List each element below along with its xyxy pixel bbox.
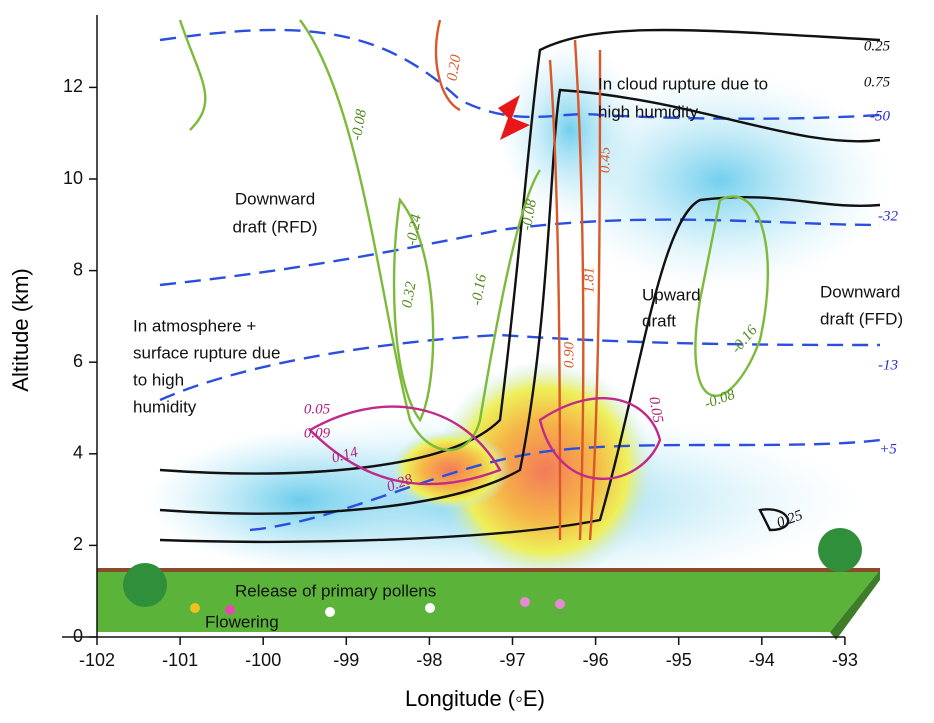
annotation: humidity [133, 397, 197, 416]
contour-label: -0.08 [702, 386, 737, 412]
contour-label: 0.45 [597, 146, 613, 173]
contour-label: 0.90 [561, 341, 577, 368]
contour-label: 1.81 [581, 267, 597, 293]
y-tick-label: 12 [63, 76, 83, 96]
x-tick-label: -102 [79, 650, 115, 670]
y-tick-label: 8 [73, 259, 83, 279]
contour-label: -0.24 [404, 213, 425, 247]
y-axis-label: Altitude (km) [8, 268, 33, 391]
contour-label: -13 [878, 357, 898, 373]
contour-label: 0.25 [864, 38, 891, 54]
annotation: Downward [820, 282, 900, 301]
x-tick-label: -93 [832, 650, 858, 670]
x-tick-label: -94 [749, 650, 775, 670]
y-tick-label: 10 [63, 168, 83, 188]
contour-label: 0.05 [304, 401, 331, 417]
y-tick-label: 4 [73, 443, 83, 463]
contour-label: 0.32 [399, 280, 419, 309]
annotation: Downward [235, 189, 315, 208]
x-axis-label: Longitude (◦E) [405, 686, 545, 711]
x-tick-label: -95 [666, 650, 692, 670]
y-tick-label: 0 [73, 626, 83, 646]
annotation: Upward [642, 285, 701, 304]
annotation: draft (RFD) [233, 217, 318, 236]
annotation: Flowering [205, 612, 279, 631]
x-tick-label: -99 [333, 650, 359, 670]
contour-label: -0.16 [469, 273, 490, 307]
x-tick-label: -100 [245, 650, 281, 670]
y-tick-label: 6 [73, 351, 83, 371]
contour-label: 0.09 [304, 425, 331, 441]
contour-label: -32 [878, 208, 898, 224]
contour-label: -0.08 [349, 108, 370, 142]
annotation: In cloud rupture due to [598, 74, 768, 93]
x-tick-label: -98 [416, 650, 442, 670]
annotation: draft (FFD) [820, 309, 903, 328]
annotation: high humidity [598, 102, 699, 121]
contour-label: +5 [879, 441, 897, 457]
x-tick-label: -96 [583, 650, 609, 670]
annotation: draft [642, 311, 676, 330]
y-tick-label: 2 [73, 534, 83, 554]
contour-label: -50 [870, 108, 890, 124]
x-tick-label: -97 [499, 650, 525, 670]
contour-label: 0.75 [864, 74, 891, 90]
x-tick-label: -101 [162, 650, 198, 670]
annotation: In atmosphere + [133, 316, 256, 335]
annotation: to high [133, 370, 184, 389]
contour-label: 0.20 [444, 53, 464, 82]
chart: Longitude (◦E) Altitude (km) -102 -101 -10… [0, 0, 934, 723]
annotation: Release of primary pollens [235, 581, 436, 600]
annotation: surface rupture due [133, 343, 280, 362]
